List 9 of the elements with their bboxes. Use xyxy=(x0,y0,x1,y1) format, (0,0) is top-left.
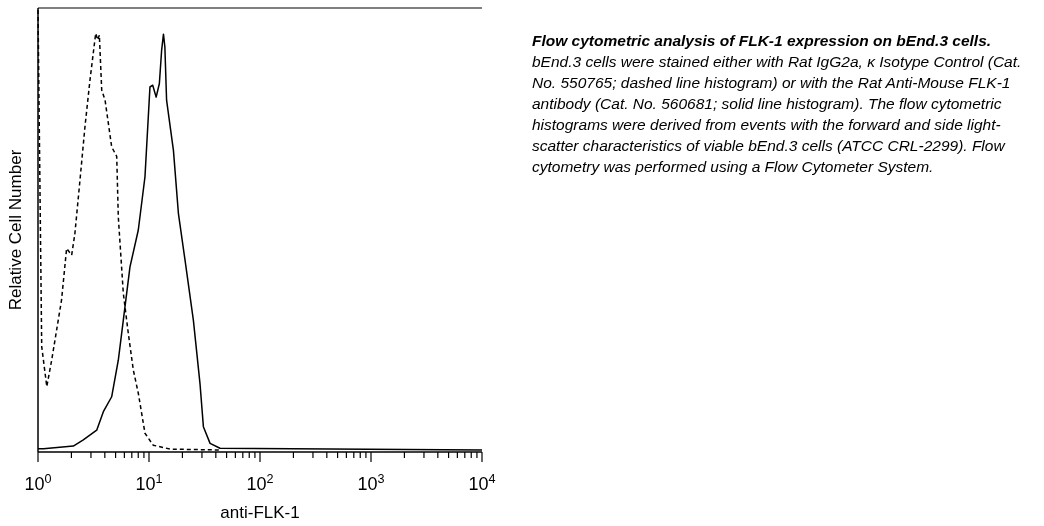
x-tick-label: 10$^{4}$ xyxy=(468,472,496,494)
x-tick-label: 10$^{0}$ xyxy=(24,472,52,494)
x-axis-title: anti-FLK-1 xyxy=(220,503,300,522)
x-tick-label: 10$^{1}$ xyxy=(135,472,163,494)
text: Flow cytometric analysis of FLK-1 expression on bEnd.3 cells. xyxy=(532,32,992,49)
x-tick-label: 10$^{2}$ xyxy=(246,472,274,494)
y-axis-title: Relative Cell Number xyxy=(6,149,25,311)
text: bEnd.3 cells were stained either with Rat IgG2a, κ Isotype Control (Cat. No. 550765; dashed line histogram) or with the Rat Anti-Mouse FLK-1 antibody (Cat. No. 560681; solid line histogram). The flow cytometric histograms were derived from events with the forward and side light-scatter characteristics of viable bEnd.3 cells (ATCC CRL-2299). Flow cytometry was performed using a Flow Cytometer System. xyxy=(532,53,1022,175)
x-tick-label: 10$^{3}$ xyxy=(357,472,385,494)
